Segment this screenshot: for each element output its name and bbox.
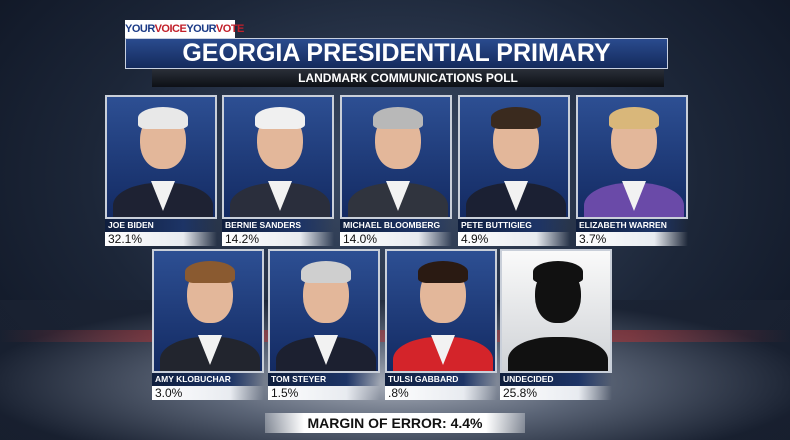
tag-word: VOICE <box>154 23 187 35</box>
brand-tag: YOURVOICEYOURVOTE <box>125 20 244 38</box>
candidate-percent: 4.9% <box>458 232 570 246</box>
candidate-card: TULSI GABBARD .8% <box>385 249 497 400</box>
candidate-percent: 32.1% <box>105 232 217 246</box>
candidate-percent: 1.5% <box>268 386 380 400</box>
candidate-name: UNDECIDED <box>500 373 612 386</box>
candidate-name: JOE BIDEN <box>105 219 217 232</box>
candidate-card: JOE BIDEN 32.1% <box>105 95 217 246</box>
candidate-card: BERNIE SANDERS 14.2% <box>222 95 334 246</box>
candidate-name: ELIZABETH WARREN <box>576 219 688 232</box>
tag-word: VOTE <box>215 23 244 35</box>
candidate-photo <box>576 95 688 219</box>
candidate-name: BERNIE SANDERS <box>222 219 334 232</box>
candidate-photo <box>105 95 217 219</box>
candidate-photo <box>385 249 497 373</box>
candidate-name: AMY KLOBUCHAR <box>152 373 264 386</box>
candidate-photo <box>458 95 570 219</box>
candidate-percent: 14.0% <box>340 232 452 246</box>
candidate-percent: 3.0% <box>152 386 264 400</box>
candidate-card: TOM STEYER 1.5% <box>268 249 380 400</box>
hair-shape <box>533 261 583 283</box>
candidate-card: ELIZABETH WARREN 3.7% <box>576 95 688 246</box>
candidate-name: TULSI GABBARD <box>385 373 497 386</box>
candidate-photo <box>268 249 380 373</box>
candidate-name: MICHAEL BLOOMBERG <box>340 219 452 232</box>
candidate-card: AMY KLOBUCHAR 3.0% <box>152 249 264 400</box>
candidate-percent: 3.7% <box>576 232 688 246</box>
tag-word: YOUR <box>186 23 216 35</box>
candidate-percent: 25.8% <box>500 386 612 400</box>
hair-shape <box>418 261 468 283</box>
hair-shape <box>138 107 188 129</box>
candidate-card: MICHAEL BLOOMBERG 14.0% <box>340 95 452 246</box>
hair-shape <box>373 107 423 129</box>
tag-word: YOUR <box>125 23 155 35</box>
candidate-name: PETE BUTTIGIEG <box>458 219 570 232</box>
graphic-title: GEORGIA PRESIDENTIAL PRIMARY <box>125 38 668 69</box>
candidate-photo <box>500 249 612 373</box>
hair-shape <box>609 107 659 129</box>
body-shape <box>508 337 608 371</box>
margin-of-error: MARGIN OF ERROR: 4.4% <box>265 413 525 433</box>
candidate-percent: 14.2% <box>222 232 334 246</box>
candidate-percent: .8% <box>385 386 497 400</box>
candidate-photo <box>152 249 264 373</box>
candidate-photo <box>222 95 334 219</box>
hair-shape <box>185 261 235 283</box>
candidate-card: PETE BUTTIGIEG 4.9% <box>458 95 570 246</box>
candidate-card: UNDECIDED 25.8% <box>500 249 612 400</box>
hair-shape <box>491 107 541 129</box>
graphic-subtitle: LANDMARK COMMUNICATIONS POLL <box>152 69 664 87</box>
candidate-name: TOM STEYER <box>268 373 380 386</box>
hair-shape <box>255 107 305 129</box>
candidate-photo <box>340 95 452 219</box>
hair-shape <box>301 261 351 283</box>
